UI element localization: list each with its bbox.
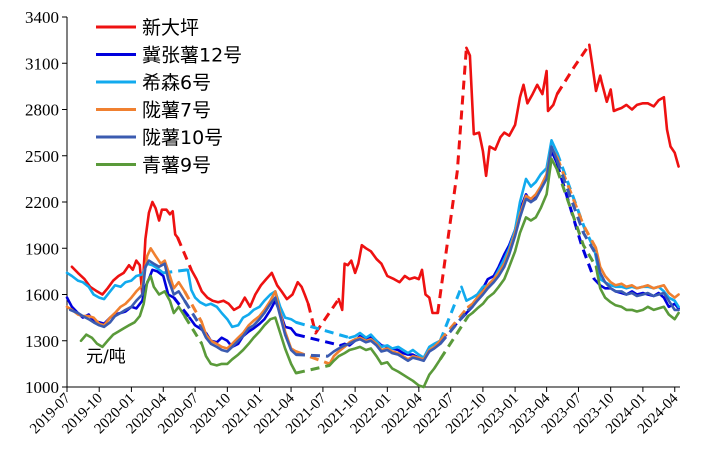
series-line — [466, 145, 559, 312]
series-line-dashed — [438, 315, 470, 361]
series-line-dashed — [183, 299, 202, 327]
series-5 — [68, 145, 680, 363]
series-line — [326, 337, 442, 363]
axes: 1000130016001900220025002800310034002019… — [25, 8, 682, 437]
series-line-dashed — [438, 286, 463, 342]
series-line-dashed — [555, 43, 591, 95]
series-line — [328, 345, 442, 389]
series-line-dashed — [555, 163, 596, 280]
series-line-dashed — [439, 308, 470, 345]
series-line-dashed — [183, 290, 204, 324]
series-line — [594, 253, 680, 312]
series-line — [587, 43, 680, 168]
series-line — [70, 200, 179, 296]
series-line — [337, 243, 440, 315]
series-line-dashed — [555, 159, 598, 256]
series-line — [465, 46, 559, 178]
legend-item: 希森6号 — [96, 72, 211, 94]
y-tick-label: 1600 — [25, 286, 59, 305]
y-tick-label: 1000 — [25, 378, 59, 397]
y-tick-label: 2800 — [25, 101, 59, 120]
series-line-dashed — [555, 156, 598, 250]
legend-label: 青薯9号 — [142, 155, 211, 177]
y-tick-label: 2500 — [25, 147, 59, 166]
series-line-dashed — [295, 353, 328, 358]
y-tick-label: 2200 — [25, 193, 59, 212]
series-line-dashed — [295, 320, 350, 340]
series-line — [79, 274, 186, 349]
series-line — [466, 157, 559, 318]
series-line-dashed — [439, 305, 470, 342]
series-6 — [79, 157, 680, 389]
series-line-dashed — [306, 298, 340, 335]
series-line-dashed — [176, 236, 193, 271]
legend-label: 希森6号 — [142, 72, 211, 94]
series-layer — [65, 43, 680, 389]
series-line — [198, 296, 298, 356]
legend-item: 陇薯10号 — [96, 127, 223, 149]
legend-label: 陇薯7号 — [142, 100, 211, 122]
series-line-dashed — [295, 333, 341, 347]
legend-item: 新大坪 — [96, 17, 199, 39]
series-line — [68, 259, 186, 329]
y-tick-label: 1300 — [25, 332, 59, 351]
unit-label: 元/吨 — [86, 347, 126, 367]
series-1 — [70, 43, 680, 335]
legend-item: 冀张薯12号 — [96, 45, 242, 67]
y-tick-label: 3400 — [25, 8, 59, 27]
y-tick-label: 3100 — [25, 54, 59, 73]
series-line-dashed — [436, 47, 468, 314]
series-line — [460, 139, 559, 303]
series-line — [200, 316, 298, 375]
y-tick-label: 1900 — [25, 239, 59, 258]
legend-item: 青薯9号 — [96, 155, 211, 177]
series-line — [594, 247, 680, 299]
series-line-dashed — [295, 363, 330, 375]
series-line — [190, 268, 310, 312]
series-line — [594, 265, 680, 321]
legend-label: 新大坪 — [142, 17, 199, 39]
series-line-dashed — [172, 296, 191, 319]
series-line-dashed — [183, 315, 204, 345]
series-line-dashed — [555, 169, 598, 268]
legend-label: 冀张薯12号 — [142, 45, 242, 67]
legend-label: 陇薯10号 — [142, 127, 223, 149]
legend-item: 陇薯7号 — [96, 100, 211, 122]
